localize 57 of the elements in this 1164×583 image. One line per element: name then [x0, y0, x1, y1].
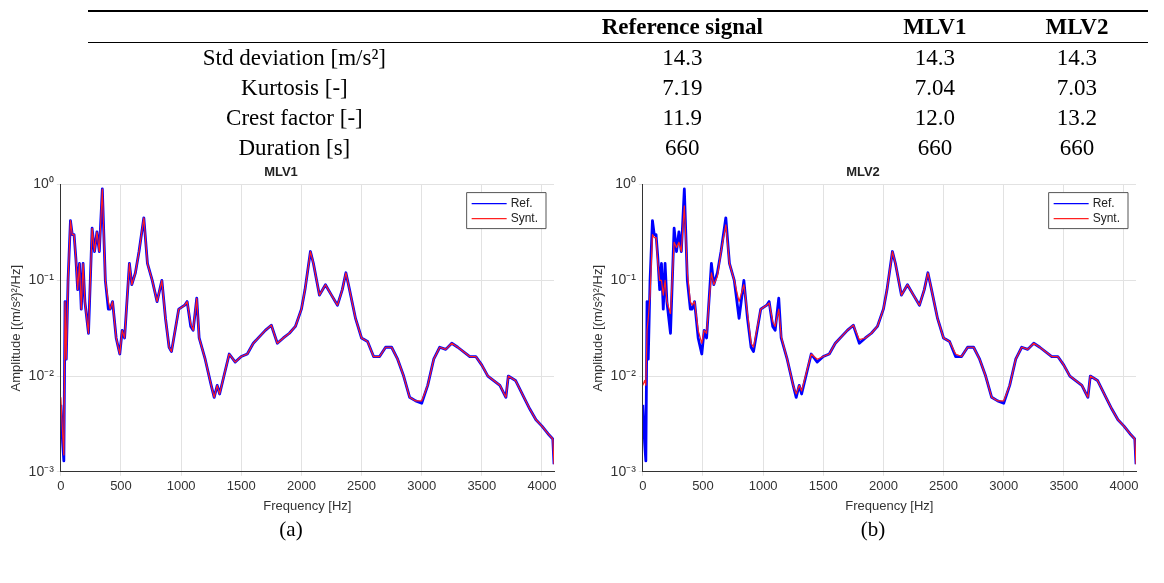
x-tick-label: 2000: [868, 478, 898, 494]
text: 14.3: [914, 45, 955, 70]
category-label: MLV2: [1005, 11, 1148, 43]
y-axis-title: Amplitude [(m/s²)²/Hz]: [8, 265, 24, 392]
x-tick-label: 1500: [226, 478, 256, 494]
y-tick-label: 10⁻³: [28, 462, 55, 479]
text: 13.2: [1056, 105, 1098, 130]
x-tick-label: 3000: [989, 478, 1019, 494]
x-tick-label: 2500: [929, 478, 959, 494]
y-tick-label: 10⁻¹: [610, 271, 637, 288]
legend-label: Synt.: [510, 210, 539, 225]
text: 660: [917, 135, 953, 160]
x-tick-label: 0: [639, 478, 647, 494]
x-tick-label: 4000: [527, 478, 557, 494]
text: 14.3: [662, 45, 703, 70]
x-tick-label: 2000: [286, 478, 316, 494]
x-tick-label: 3500: [467, 478, 497, 494]
category-label: MLV1: [863, 11, 1006, 43]
x-tick-label: 1000: [166, 478, 196, 494]
x-tick-label: 1000: [748, 478, 778, 494]
text: 660: [665, 135, 700, 160]
legend-label: Synt.: [1092, 210, 1121, 225]
text: 14.3: [1056, 45, 1098, 70]
text: 11.9: [662, 105, 702, 130]
x-tick-label: 1500: [808, 478, 838, 494]
category-label: Kurtosis [-]: [241, 75, 348, 100]
text: 7.04: [914, 75, 955, 100]
chart-title: MLV2: [846, 164, 880, 180]
text: 660: [1059, 135, 1095, 160]
x-axis-title: Frequency [Hz]: [263, 497, 352, 513]
y-tick-label: 10⁻¹: [28, 271, 55, 288]
text: 7.19: [662, 75, 703, 100]
text: (a): [278, 517, 304, 542]
y-tick-label: 10⁻³: [610, 462, 637, 479]
text: 7.03: [1056, 75, 1098, 100]
text: 12.0: [914, 105, 955, 130]
x-tick-label: 500: [692, 478, 714, 494]
y-tick-label: 10⁻²: [28, 366, 55, 383]
category-label: Crest factor [-]: [226, 105, 363, 130]
chart-title: MLV1: [264, 164, 298, 180]
y-tick-label: 10⁰: [615, 175, 636, 192]
category-label: Duration [s]: [238, 135, 351, 160]
y-axis-title: Amplitude [(m/s²)²/Hz]: [590, 265, 606, 392]
y-tick-label: 10⁻²: [610, 366, 637, 383]
y-tick-label: 10⁰: [33, 175, 54, 192]
x-tick-label: 3000: [407, 478, 437, 494]
category-label: Std deviation [m/s²]: [202, 45, 386, 70]
x-axis-title: Frequency [Hz]: [845, 497, 934, 513]
x-tick-label: 2500: [347, 478, 377, 494]
category-label: Reference signal: [500, 11, 864, 43]
legend-label: Ref.: [510, 195, 533, 210]
x-tick-label: 4000: [1109, 478, 1139, 494]
text: (b): [859, 517, 887, 542]
x-tick-label: 3500: [1049, 478, 1079, 494]
x-tick-label: 0: [57, 478, 65, 494]
x-tick-label: 500: [110, 478, 132, 494]
legend-label: Ref.: [1092, 195, 1115, 210]
